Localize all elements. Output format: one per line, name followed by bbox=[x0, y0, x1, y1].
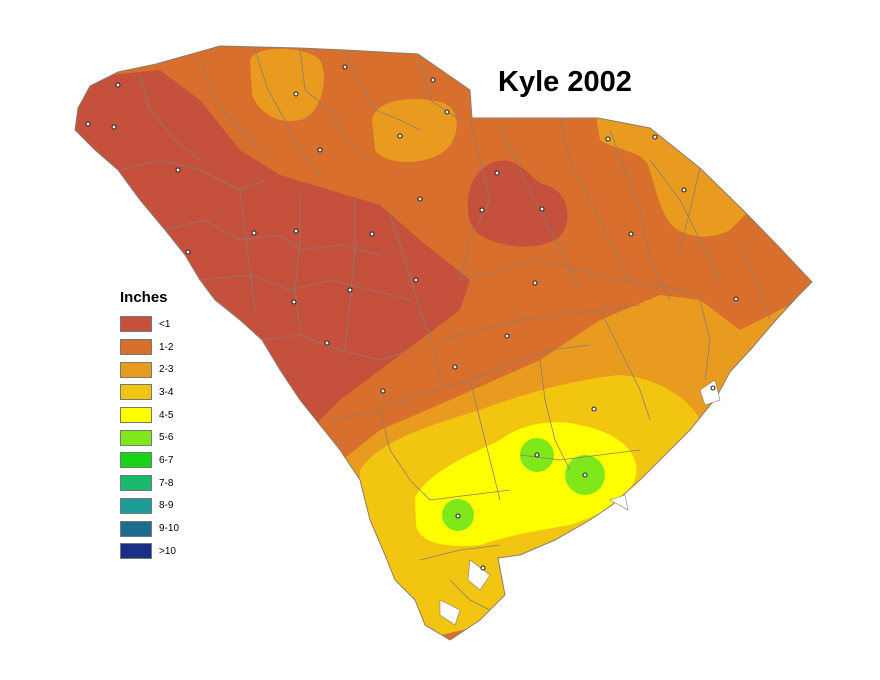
legend-label: 7-8 bbox=[159, 477, 174, 489]
legend-label: >10 bbox=[159, 545, 176, 557]
legend-item: 9-10 bbox=[120, 517, 179, 540]
station-marker bbox=[430, 77, 436, 83]
station-marker bbox=[504, 333, 510, 339]
legend-swatch bbox=[120, 543, 152, 560]
state-outline bbox=[74, 45, 813, 641]
station-marker bbox=[380, 388, 386, 394]
zone-lt1-northwest bbox=[75, 70, 470, 430]
legend-swatch bbox=[120, 520, 152, 537]
station-marker bbox=[582, 472, 588, 478]
station-marker bbox=[85, 121, 91, 127]
station-marker bbox=[317, 147, 323, 153]
station-marker bbox=[115, 82, 121, 88]
legend-label: <1 bbox=[159, 318, 171, 330]
legend-swatch bbox=[120, 361, 152, 378]
station-marker bbox=[452, 364, 458, 370]
station-marker bbox=[347, 287, 353, 293]
legend-item: 2-3 bbox=[120, 358, 179, 381]
zone-2to3-north-a bbox=[250, 48, 324, 121]
station-marker bbox=[293, 91, 299, 97]
coastal-inlets bbox=[439, 379, 721, 626]
station-marker bbox=[111, 124, 117, 130]
station-marker bbox=[291, 299, 297, 305]
station-marker bbox=[369, 231, 375, 237]
station-marker bbox=[628, 231, 634, 237]
map-title: Kyle 2002 bbox=[498, 66, 632, 98]
station-marker bbox=[293, 228, 299, 234]
station-marker bbox=[455, 513, 461, 519]
legend-swatch bbox=[120, 316, 152, 333]
station-marker bbox=[324, 340, 330, 346]
legend-swatch bbox=[120, 452, 152, 469]
legend-label: 2-3 bbox=[159, 364, 174, 376]
station-marker bbox=[444, 109, 450, 115]
legend-item: 8-9 bbox=[120, 495, 179, 518]
station-markers bbox=[85, 64, 739, 571]
station-marker bbox=[681, 187, 687, 193]
station-marker bbox=[710, 385, 716, 391]
station-marker bbox=[417, 196, 423, 202]
legend-label: 6-7 bbox=[159, 454, 174, 466]
legend-label: 9-10 bbox=[159, 523, 180, 535]
legend-swatch bbox=[120, 384, 152, 401]
legend-item: 6-7 bbox=[120, 449, 179, 472]
station-marker bbox=[539, 206, 545, 212]
legend-item: 7-8 bbox=[120, 472, 179, 495]
legend-item: 3-4 bbox=[120, 381, 179, 404]
legend-label: 1-2 bbox=[159, 341, 174, 353]
station-marker bbox=[532, 280, 538, 286]
station-marker bbox=[605, 136, 611, 142]
legend-swatch bbox=[120, 407, 152, 424]
legend-item: 4-5 bbox=[120, 404, 179, 427]
station-marker bbox=[175, 167, 181, 173]
legend-title: Inches bbox=[120, 289, 168, 306]
legend-swatch bbox=[120, 497, 152, 514]
station-marker bbox=[479, 207, 485, 213]
station-marker bbox=[494, 170, 500, 176]
legend-item: <1 bbox=[120, 313, 179, 336]
station-marker bbox=[397, 133, 403, 139]
legend-item: 5-6 bbox=[120, 426, 179, 449]
legend-label: 8-9 bbox=[159, 500, 174, 512]
legend-label: 4-5 bbox=[159, 409, 174, 421]
station-marker bbox=[591, 406, 597, 412]
county-boundaries bbox=[119, 49, 771, 611]
station-marker bbox=[652, 134, 658, 140]
legend-item: 1-2 bbox=[120, 336, 179, 359]
station-marker bbox=[733, 296, 739, 302]
legend-item: >10 bbox=[120, 540, 179, 563]
legend: Inches <1 1-2 2-3 3-4 4-5 5-6 6-7 7-8 8-… bbox=[120, 289, 179, 563]
station-marker bbox=[342, 64, 348, 70]
station-marker bbox=[185, 249, 191, 255]
station-marker bbox=[413, 277, 419, 283]
legend-swatch bbox=[120, 339, 152, 356]
zone-2to3-north-b bbox=[372, 99, 457, 162]
station-marker bbox=[534, 452, 540, 458]
legend-label: 3-4 bbox=[159, 386, 174, 398]
station-marker bbox=[480, 565, 486, 571]
legend-swatch bbox=[120, 475, 152, 492]
zone-lt1-central bbox=[467, 160, 568, 247]
station-marker bbox=[251, 230, 257, 236]
legend-label: 5-6 bbox=[159, 432, 174, 444]
legend-swatch bbox=[120, 429, 152, 446]
